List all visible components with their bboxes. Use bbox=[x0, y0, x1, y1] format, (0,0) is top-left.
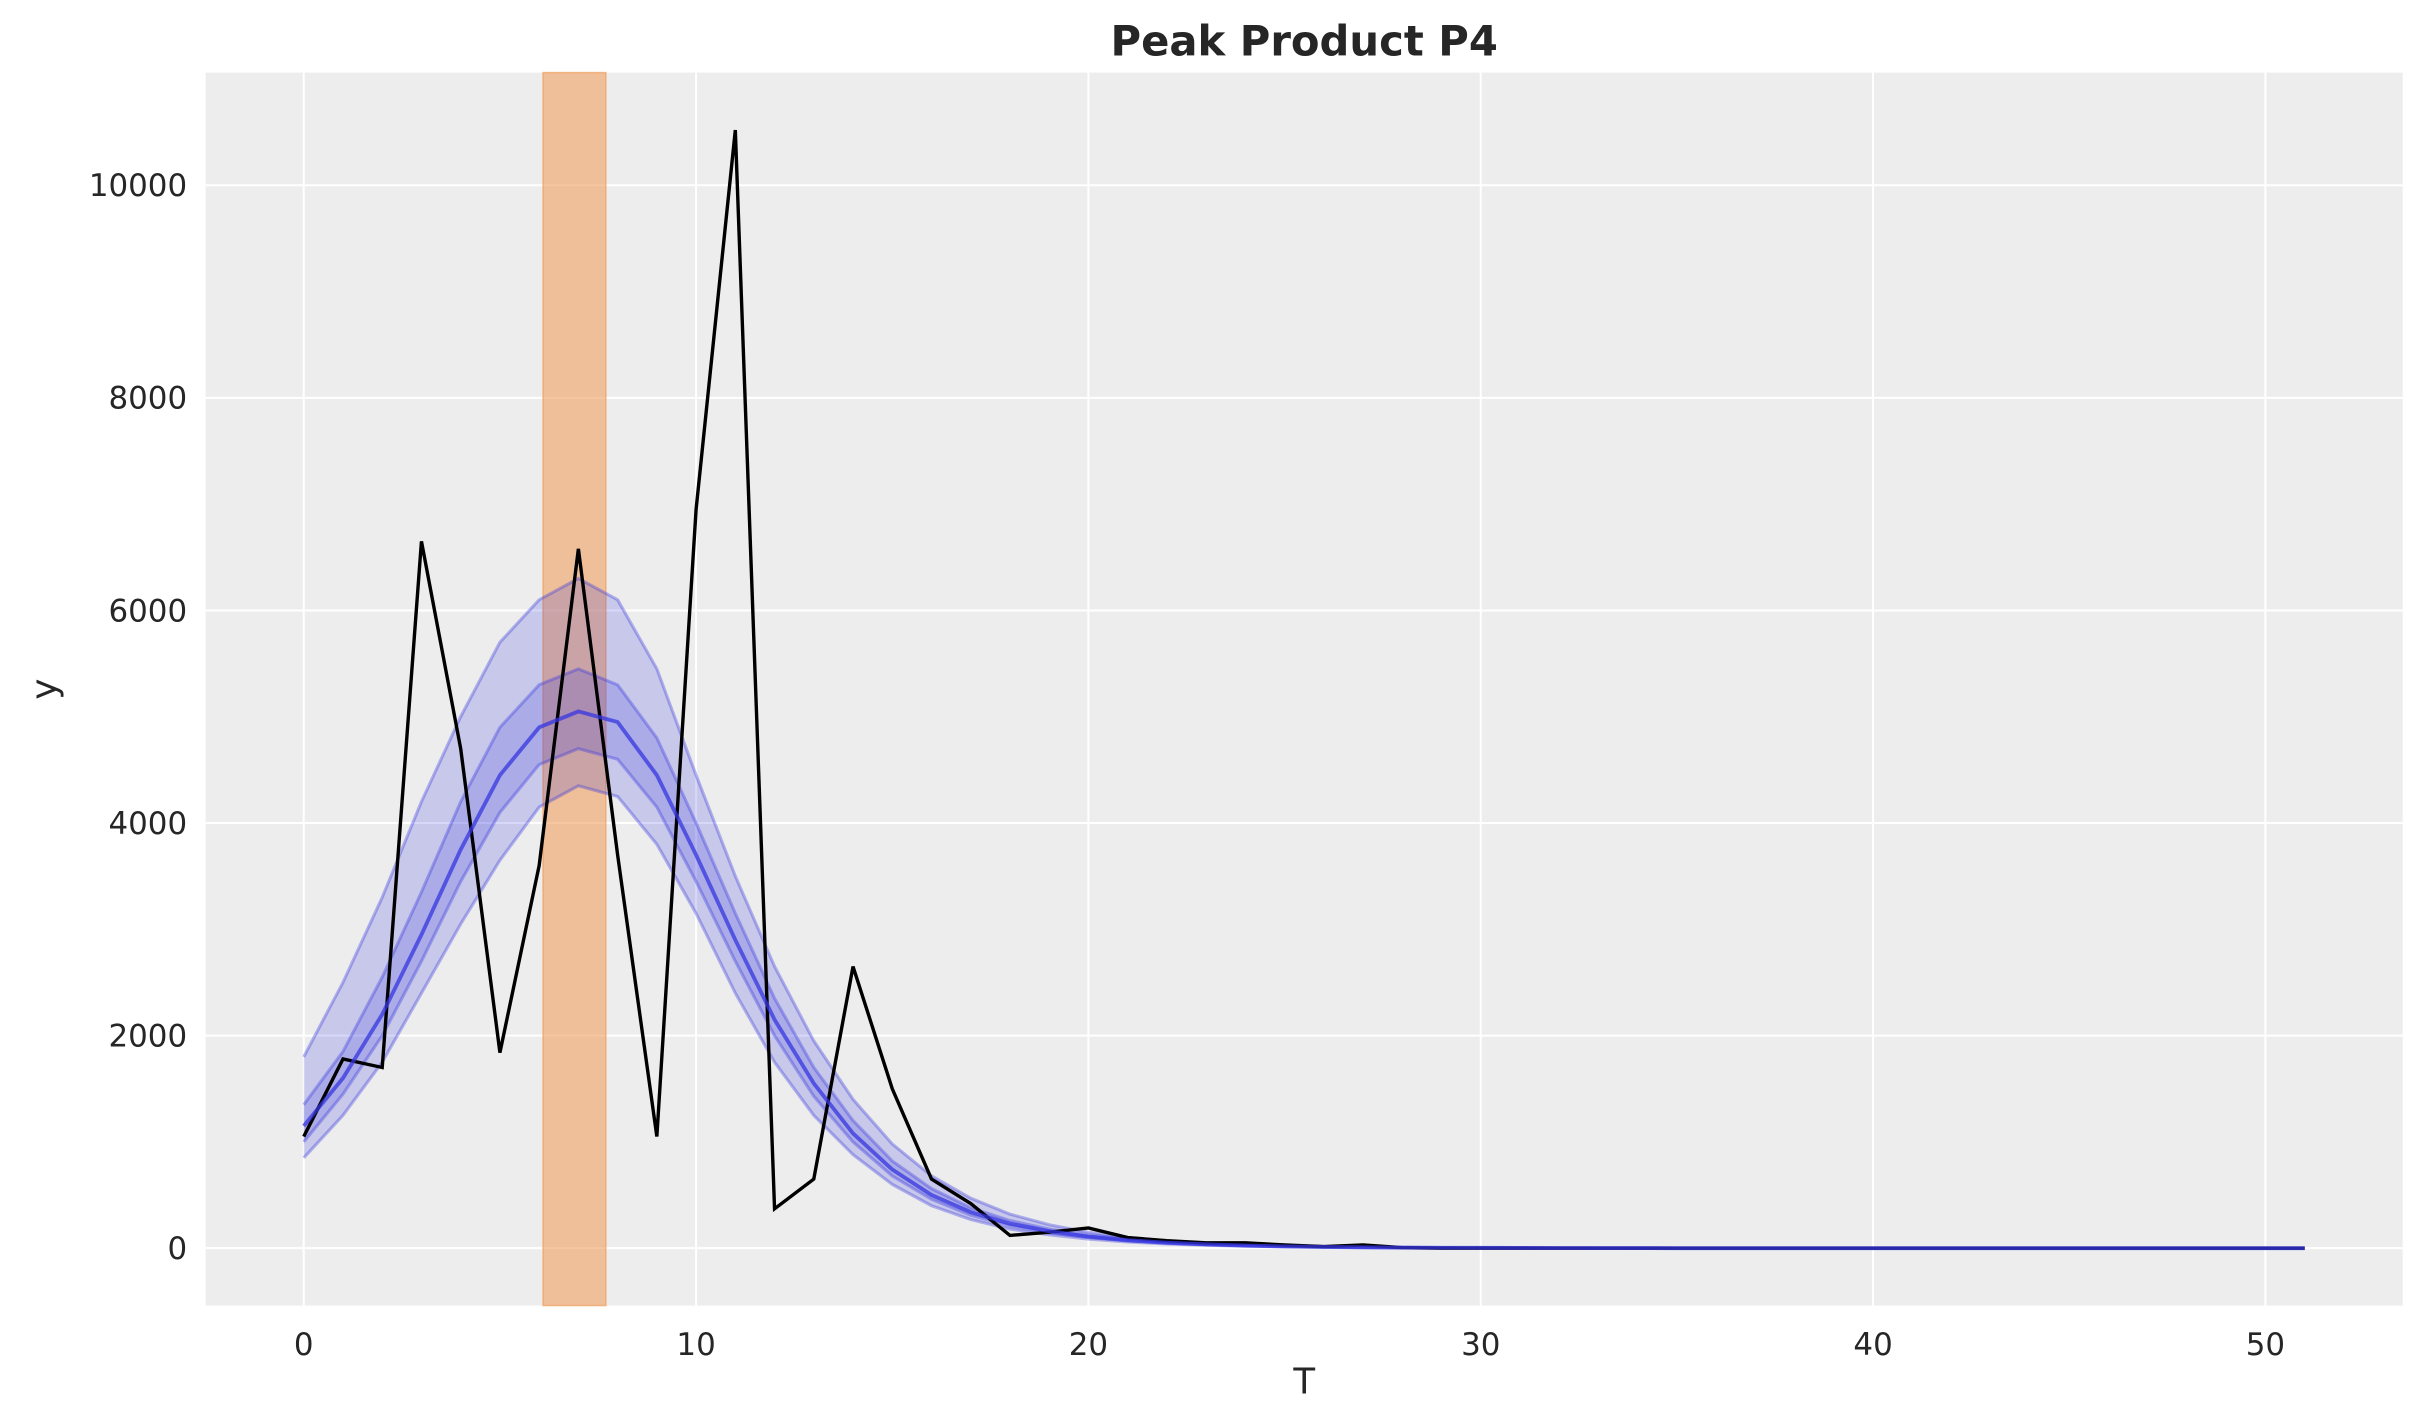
posterior-mean-line bbox=[302, 709, 2305, 1251]
x-tick-label: 20 bbox=[1069, 1327, 1108, 1363]
x-tick-labels: 0 10 20 30 40 50 bbox=[294, 1327, 2285, 1363]
x-axis-label: T bbox=[1292, 1362, 1315, 1403]
x-tick-label: 10 bbox=[676, 1327, 715, 1363]
y-tick-label: 6000 bbox=[109, 593, 188, 629]
x-tick-label: 40 bbox=[1853, 1327, 1892, 1363]
y-tick-label: 8000 bbox=[109, 381, 188, 417]
y-axis-label: y bbox=[24, 679, 65, 700]
x-tick-label: 0 bbox=[294, 1327, 314, 1363]
x-tick-label: 30 bbox=[1461, 1327, 1500, 1363]
series-lines bbox=[302, 129, 2305, 1251]
y-tick-label: 0 bbox=[167, 1231, 187, 1267]
y-tick-label: 10000 bbox=[89, 168, 187, 204]
y-tick-labels: 0 2000 4000 6000 8000 10000 bbox=[89, 168, 187, 1267]
x-tick-label: 50 bbox=[2246, 1327, 2285, 1363]
chart-title: Peak Product P4 bbox=[1111, 17, 1498, 66]
y-tick-label: 4000 bbox=[109, 806, 188, 842]
posterior-band bbox=[303, 668, 2305, 1249]
y-tick-label: 2000 bbox=[109, 1018, 188, 1054]
posterior-band bbox=[303, 578, 2305, 1249]
